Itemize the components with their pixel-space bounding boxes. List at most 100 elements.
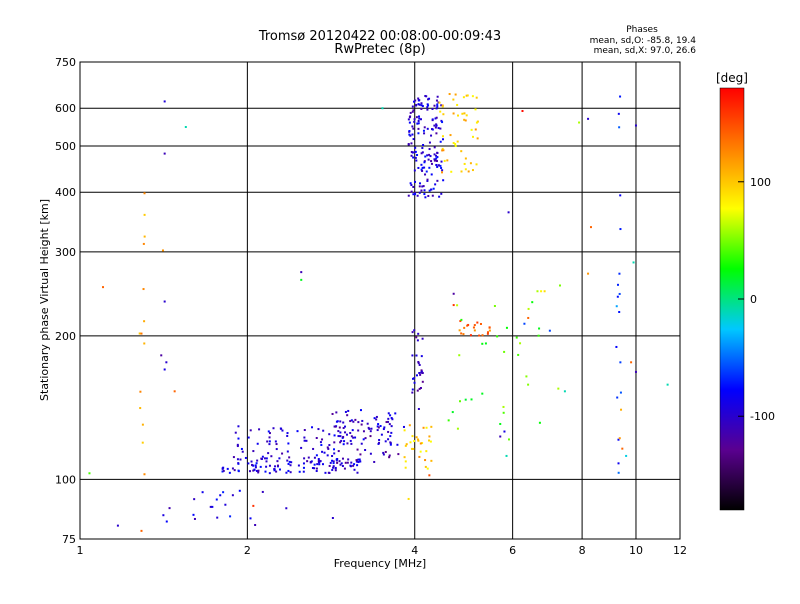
data-point xyxy=(364,437,367,440)
data-point xyxy=(420,168,423,171)
data-point xyxy=(254,464,257,467)
data-point xyxy=(224,503,227,506)
data-point xyxy=(616,295,619,298)
data-point xyxy=(417,407,420,410)
data-point xyxy=(321,450,324,453)
y-tick-labels: 75 100 200 300 400 500 600 750 xyxy=(55,56,76,546)
data-point xyxy=(419,450,422,453)
data-point xyxy=(418,371,421,374)
data-point xyxy=(426,103,429,106)
data-point xyxy=(168,507,171,510)
data-point xyxy=(435,132,438,135)
data-point xyxy=(615,305,618,308)
data-point xyxy=(517,353,520,356)
data-point xyxy=(420,102,423,105)
data-point xyxy=(403,456,406,459)
data-point xyxy=(441,147,444,150)
data-point xyxy=(621,447,624,450)
colorbar-tick-label: 0 xyxy=(750,293,757,306)
data-point xyxy=(362,438,365,441)
data-point xyxy=(457,114,460,117)
data-point xyxy=(418,117,421,120)
data-point xyxy=(163,368,166,371)
data-point xyxy=(507,211,510,214)
data-point xyxy=(350,435,353,438)
data-point xyxy=(209,505,212,508)
data-point xyxy=(396,443,399,446)
grid-lines xyxy=(80,62,680,539)
data-point xyxy=(460,150,463,153)
data-point xyxy=(327,447,330,450)
y-tick-label: 300 xyxy=(55,246,76,259)
data-point xyxy=(240,447,243,450)
data-point xyxy=(326,454,329,457)
colorbar-tick-label: 100 xyxy=(750,176,771,189)
data-point xyxy=(433,124,436,127)
data-point xyxy=(460,170,463,173)
data-point xyxy=(344,461,347,464)
data-point xyxy=(471,169,474,172)
data-point xyxy=(288,456,291,459)
plot-frame xyxy=(79,61,681,540)
data-point xyxy=(619,361,622,364)
data-point xyxy=(367,426,370,429)
data-point xyxy=(481,392,484,395)
data-point xyxy=(527,383,530,386)
data-point xyxy=(428,97,431,100)
data-point xyxy=(236,445,239,448)
data-point xyxy=(336,461,339,464)
data-point xyxy=(275,470,278,473)
data-point xyxy=(460,318,463,321)
data-point xyxy=(237,462,240,465)
data-point xyxy=(389,441,392,444)
data-point xyxy=(247,462,250,465)
data-point xyxy=(411,435,414,438)
data-point xyxy=(347,458,350,461)
data-point xyxy=(548,329,551,332)
data-point xyxy=(417,360,420,363)
data-point xyxy=(435,124,438,127)
y-tick-label: 500 xyxy=(55,140,76,153)
x-tick-labels: 1 2 4 6 8 10 12 xyxy=(77,544,688,557)
data-point xyxy=(268,440,271,443)
data-point xyxy=(310,460,313,463)
data-point xyxy=(222,469,225,472)
data-point xyxy=(332,460,335,463)
data-point xyxy=(423,161,426,164)
data-point xyxy=(319,441,322,444)
data-point xyxy=(259,465,262,468)
data-point xyxy=(409,111,412,114)
y-tick-label: 100 xyxy=(55,473,76,486)
data-point xyxy=(423,193,426,196)
data-point xyxy=(143,320,146,323)
data-point xyxy=(354,418,357,421)
data-point xyxy=(433,158,436,161)
data-point xyxy=(437,164,440,167)
data-point xyxy=(417,122,420,125)
data-point xyxy=(140,332,143,335)
data-point xyxy=(334,469,337,472)
data-point xyxy=(486,331,489,334)
data-point xyxy=(353,468,356,471)
data-point xyxy=(342,427,345,430)
data-point xyxy=(452,304,455,307)
data-point xyxy=(143,473,146,476)
data-point xyxy=(407,118,410,121)
data-point xyxy=(267,430,270,433)
data-point xyxy=(382,451,385,454)
data-point xyxy=(375,415,378,418)
data-point xyxy=(634,370,637,373)
data-point xyxy=(143,342,146,345)
data-point xyxy=(419,182,422,185)
data-point xyxy=(463,118,466,121)
data-point xyxy=(430,425,433,428)
data-point xyxy=(237,437,240,440)
data-point xyxy=(410,190,413,193)
data-point xyxy=(300,271,303,274)
data-point xyxy=(407,143,410,146)
data-point xyxy=(437,101,440,104)
data-point xyxy=(436,165,439,168)
data-point xyxy=(439,127,442,130)
data-point xyxy=(618,437,621,440)
